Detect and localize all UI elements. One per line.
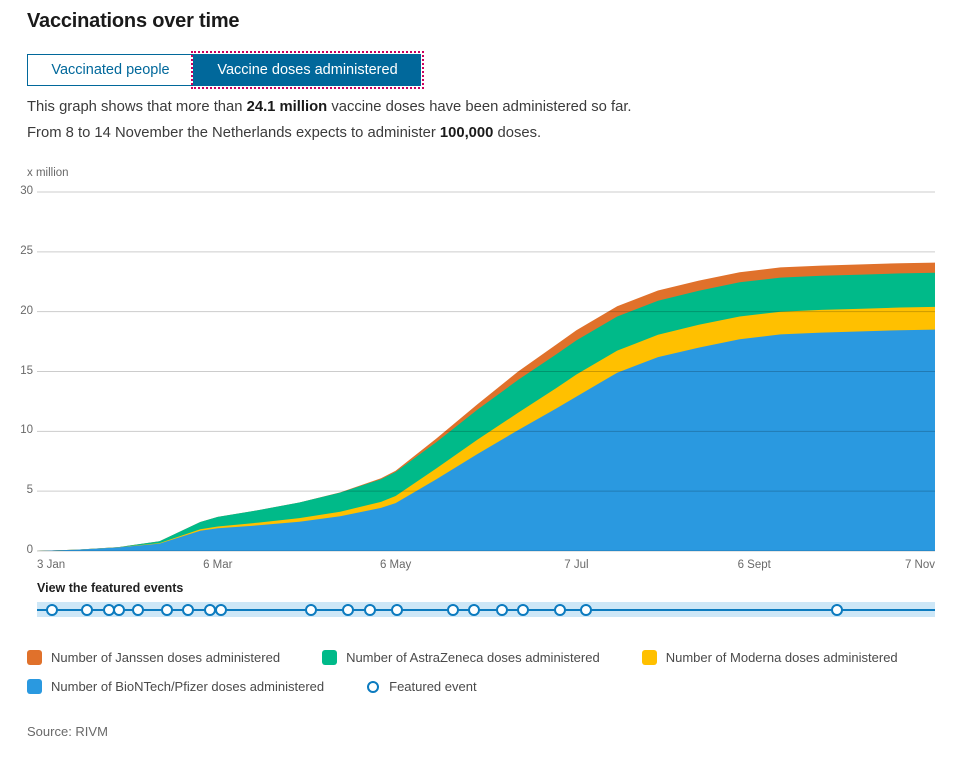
legend-item-number-of-astrazeneca-doses-administered: Number of AstraZeneca doses administered [322, 650, 600, 665]
legend-item-label: Number of BioNTech/Pfizer doses administ… [51, 679, 325, 694]
featured-event-marker-20[interactable] [831, 603, 844, 616]
chart-legend: Number of Janssen doses administered Numb… [27, 650, 942, 694]
featured-event-marker-17[interactable] [516, 603, 529, 616]
legend-item-number-of-moderna-doses-administered: Number of Moderna doses administered [641, 650, 898, 665]
description-line1-post: vaccine doses have been administered so … [327, 99, 632, 115]
legend-color-swatch [27, 650, 42, 665]
description-line2-post: doses. [493, 125, 542, 141]
stacked-area-chart[interactable] [0, 180, 969, 560]
x-tick-label-6-mar: 6 Mar [203, 559, 233, 571]
tab-vaccine-doses-administered[interactable]: Vaccine doses administered [191, 51, 424, 89]
featured-event-marker-12[interactable] [364, 603, 377, 616]
legend-color-swatch [322, 650, 338, 665]
description-total-doses: 24.1 million [246, 99, 328, 115]
y-axis-unit-label: x million [27, 167, 69, 179]
featured-event-marker-6[interactable] [161, 603, 174, 616]
y-tick-label-10: 10 [20, 424, 33, 437]
legend-item-label: Number of AstraZeneca doses administered [346, 650, 600, 665]
y-tick-label-0: 0 [26, 544, 33, 556]
description-expected-doses: 100,000 [439, 125, 494, 141]
featured-event-marker-14[interactable] [446, 603, 459, 616]
featured-event-marker-15[interactable] [468, 603, 481, 616]
y-tick-label-15: 15 [20, 364, 33, 377]
featured-events-heading: View the featured events [37, 581, 184, 595]
source-label: Source: RIVM [27, 724, 108, 739]
legend-item-number-of-janssen-doses-administered: Number of Janssen doses administered [27, 650, 280, 665]
legend-row-2: Number of BioNTech/Pfizer doses administ… [27, 679, 942, 694]
y-tick-label-25: 25 [20, 244, 33, 257]
featured-event-marker-13[interactable] [391, 603, 404, 616]
featured-event-marker-5[interactable] [132, 603, 145, 616]
legend-item-label: Number of Janssen doses administered [51, 650, 281, 665]
legend-color-swatch [641, 650, 657, 665]
featured-event-marker-10[interactable] [304, 603, 317, 616]
legend-item-label: Number of Moderna doses administered [665, 650, 898, 665]
description-line2-pre: From 8 to 14 November the Netherlands ex… [27, 125, 440, 141]
y-tick-label-30: 30 [20, 185, 33, 197]
legend-item-featured-event: Featured event [366, 679, 477, 694]
featured-event-marker-1[interactable] [46, 603, 59, 616]
legend-item-number-of-biontech-pfizer-doses-administered: Number of BioNTech/Pfizer doses administ… [27, 679, 324, 694]
featured-event-marker-18[interactable] [553, 603, 566, 616]
x-tick-label-7-jul: 7 Jul [564, 559, 589, 571]
featured-event-marker-9[interactable] [215, 603, 228, 616]
legend-color-swatch [27, 679, 42, 694]
featured-event-marker-7[interactable] [181, 603, 194, 616]
featured-event-marker-16[interactable] [496, 603, 509, 616]
area-series-0 [37, 329, 935, 551]
tab-vaccinated-people[interactable]: Vaccinated people [27, 54, 194, 86]
featured-event-marker-2[interactable] [81, 603, 94, 616]
featured-events-timeline [37, 602, 935, 617]
timeline-line [37, 608, 935, 611]
y-tick-label-5: 5 [26, 484, 33, 497]
description-line1-pre: This graph shows that more than [27, 99, 247, 115]
x-tick-label-3-jan: 3 Jan [37, 559, 66, 571]
x-tick-label-6-may: 6 May [379, 559, 412, 571]
featured-event-marker-11[interactable] [341, 603, 354, 616]
chart-description: This graph shows that more than 24.1 mil… [27, 94, 937, 146]
legend-row-1: Number of Janssen doses administered Numb… [27, 650, 942, 665]
y-tick-label-20: 20 [20, 304, 33, 317]
featured-event-marker-4[interactable] [112, 603, 125, 616]
featured-event-icon [367, 680, 380, 693]
chart-tabs: Vaccinated people Vaccine doses administ… [27, 51, 424, 89]
x-tick-label-7-nov: 7 Nov [904, 559, 935, 571]
featured-event-marker-19[interactable] [579, 603, 592, 616]
legend-item-label: Featured event [389, 679, 477, 694]
page-title: Vaccinations over time [27, 10, 240, 32]
x-tick-label-6-sept: 6 Sept [737, 559, 771, 571]
